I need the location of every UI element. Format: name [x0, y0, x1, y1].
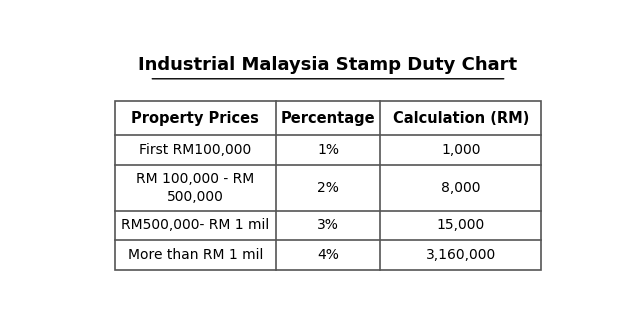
- Text: RM 100,000 - RM
500,000: RM 100,000 - RM 500,000: [136, 172, 255, 204]
- Bar: [115, 100, 541, 270]
- Text: Calculation (RM): Calculation (RM): [392, 111, 529, 126]
- Text: 3%: 3%: [317, 219, 339, 232]
- Text: Property Prices: Property Prices: [131, 111, 259, 126]
- Text: 8,000: 8,000: [441, 181, 481, 195]
- Text: 2%: 2%: [317, 181, 339, 195]
- Text: 4%: 4%: [317, 248, 339, 262]
- Text: 1%: 1%: [317, 143, 339, 157]
- Text: 1,000: 1,000: [441, 143, 481, 157]
- Text: Percentage: Percentage: [281, 111, 375, 126]
- Text: RM500,000- RM 1 mil: RM500,000- RM 1 mil: [121, 219, 269, 232]
- Text: Industrial Malaysia Stamp Duty Chart: Industrial Malaysia Stamp Duty Chart: [138, 57, 518, 74]
- Text: More than RM 1 mil: More than RM 1 mil: [127, 248, 263, 262]
- Text: 3,160,000: 3,160,000: [426, 248, 496, 262]
- Text: First RM100,000: First RM100,000: [139, 143, 252, 157]
- Text: 15,000: 15,000: [436, 219, 485, 232]
